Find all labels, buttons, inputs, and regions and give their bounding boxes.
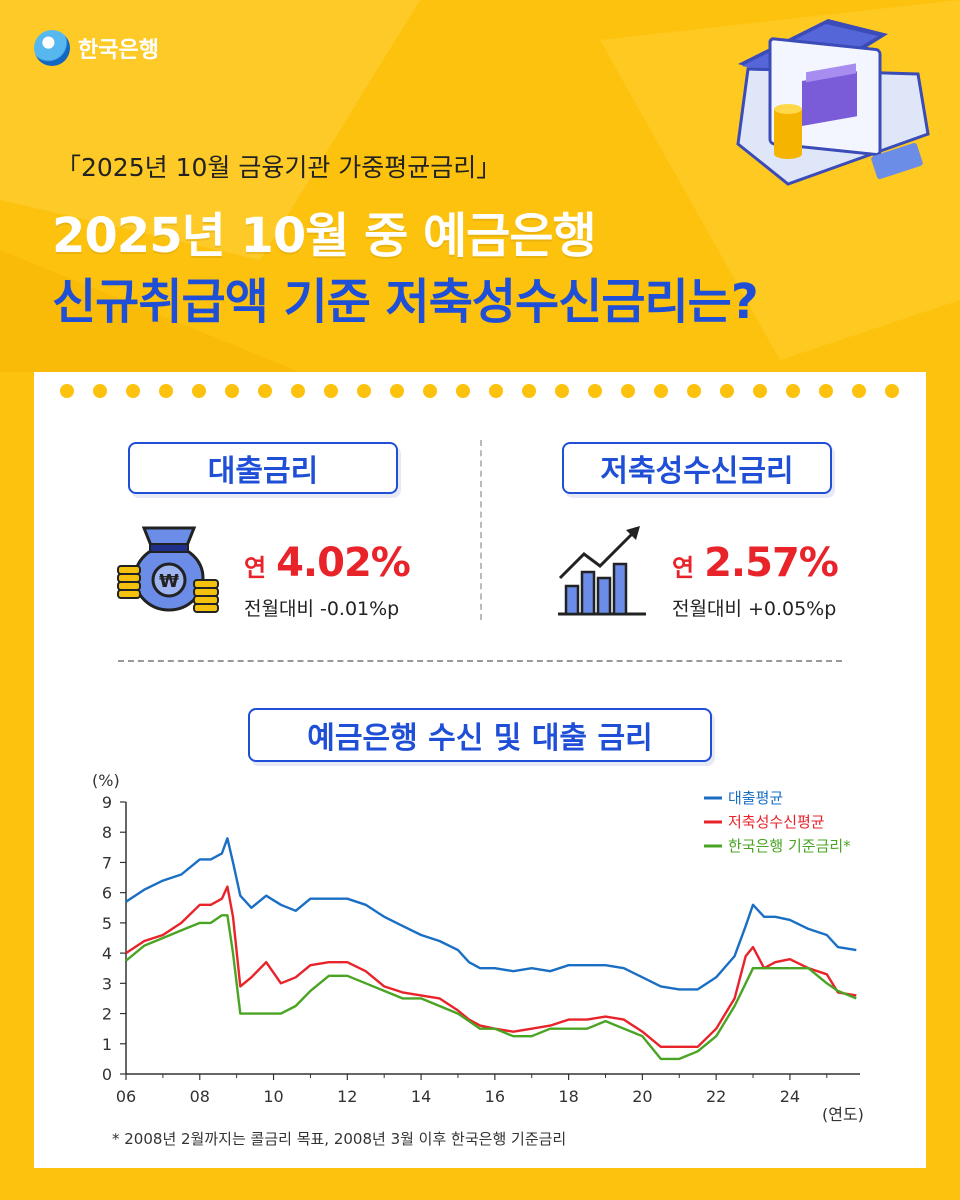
bok-logo-icon bbox=[34, 30, 70, 66]
loan-rate-change: 전월대비 -0.01%p bbox=[244, 598, 400, 620]
headline-line-2: 신규취급액 기준 저축성수신금리는? bbox=[52, 274, 759, 330]
report-subtitle: 「2025년 10월 금융기관 가중평균금리」 bbox=[56, 153, 502, 182]
loan-rate-value: 4.02% bbox=[276, 540, 411, 586]
loan-rate-row: 연 4.02% bbox=[244, 540, 411, 586]
deposit-rate-change: 전월대비 +0.05%p bbox=[672, 598, 837, 620]
bok-logo: 한국은행 bbox=[34, 30, 159, 66]
laptop-money-illustration bbox=[736, 19, 930, 186]
loan-rate-label: 대출금리 bbox=[128, 442, 398, 494]
horizontal-divider bbox=[118, 660, 842, 662]
loan-rate-prefix: 연 bbox=[244, 554, 267, 582]
notebook-dots bbox=[60, 384, 899, 398]
deposit-rate-label: 저축성수신금리 bbox=[562, 442, 832, 494]
vertical-divider bbox=[480, 440, 482, 620]
deposit-rate-value: 2.57% bbox=[704, 540, 839, 586]
money-bag-icon: ₩ bbox=[117, 526, 219, 613]
deposit-rate-row: 연 2.57% bbox=[672, 540, 839, 586]
deposit-rate-prefix: 연 bbox=[672, 554, 695, 582]
bar-chart-up-icon bbox=[558, 526, 646, 616]
chart-section-title: 예금은행 수신 및 대출 금리 bbox=[248, 708, 712, 762]
chart-footnote: * 2008년 2월까지는 콜금리 목표, 2008년 3월 이후 한국은행 기… bbox=[112, 1130, 567, 1148]
brand-name: 한국은행 bbox=[78, 38, 159, 63]
headline-line-1: 2025년 10월 중 예금은행 bbox=[52, 208, 597, 264]
svg-text:₩: ₩ bbox=[159, 571, 179, 592]
